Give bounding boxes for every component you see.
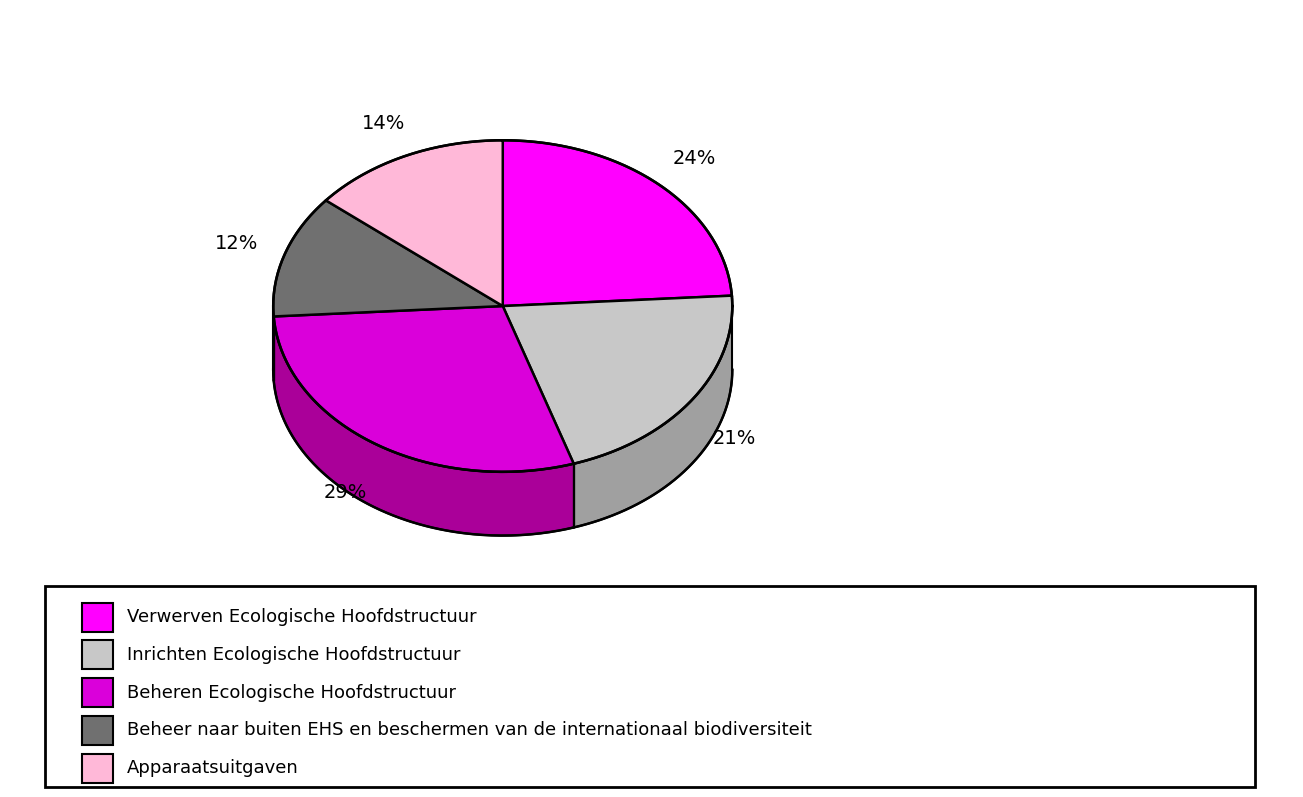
Text: Beheren Ecologische Hoofdstructuur: Beheren Ecologische Hoofdstructuur (128, 684, 456, 701)
Text: Beheer naar buiten EHS en beschermen van de internationaal biodiversiteit: Beheer naar buiten EHS en beschermen van… (128, 721, 812, 740)
Polygon shape (573, 306, 732, 528)
Text: 21%: 21% (713, 430, 756, 449)
FancyBboxPatch shape (82, 678, 112, 707)
Polygon shape (326, 140, 503, 306)
Polygon shape (503, 140, 732, 306)
Text: 29%: 29% (323, 483, 367, 502)
FancyBboxPatch shape (82, 754, 112, 783)
Text: 14%: 14% (362, 113, 405, 132)
Polygon shape (503, 296, 732, 464)
FancyBboxPatch shape (82, 640, 112, 669)
Polygon shape (274, 306, 573, 472)
Text: Apparaatsuitgaven: Apparaatsuitgaven (128, 760, 298, 777)
FancyBboxPatch shape (82, 603, 112, 631)
Text: 12%: 12% (215, 234, 258, 253)
Text: Inrichten Ecologische Hoofdstructuur: Inrichten Ecologische Hoofdstructuur (128, 646, 461, 664)
Text: 24%: 24% (672, 149, 717, 168)
Text: Verwerven Ecologische Hoofdstructuur: Verwerven Ecologische Hoofdstructuur (128, 608, 477, 626)
FancyBboxPatch shape (82, 716, 112, 745)
Polygon shape (274, 200, 503, 316)
FancyBboxPatch shape (46, 586, 1255, 787)
Polygon shape (274, 316, 573, 536)
